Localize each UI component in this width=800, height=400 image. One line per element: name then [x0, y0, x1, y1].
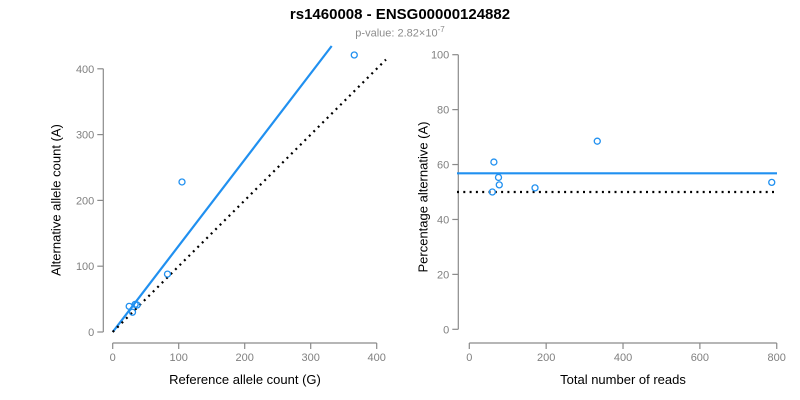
right-y-axis-title: Percentage alternative (A)	[415, 121, 431, 273]
y-tick-label: 300	[76, 130, 94, 142]
y-tick-label: 60	[437, 160, 449, 172]
y-tick-label: 0	[88, 327, 94, 339]
data-point	[350, 51, 358, 59]
x-tick-label: 200	[537, 352, 555, 364]
y-tick-label: 40	[437, 214, 449, 226]
data-point	[178, 178, 186, 186]
left-y-axis-title: Alternative allele count (A)	[48, 124, 64, 276]
data-point	[494, 173, 503, 182]
x-tick-label: 100	[170, 352, 188, 364]
right-x-axis-title: Total number of reads	[560, 372, 686, 387]
x-tick-label: 300	[302, 352, 320, 364]
pvalue-text: p-value: 2.82×10	[355, 27, 438, 40]
x-tick-label: 800	[768, 352, 786, 364]
data-point	[531, 184, 539, 192]
data-point	[128, 308, 137, 316]
x-tick-label: 0	[110, 352, 116, 364]
data-point	[490, 158, 498, 166]
data-point	[593, 137, 601, 145]
y-tick-label: 20	[437, 269, 449, 281]
data-point	[768, 178, 776, 187]
data-point	[495, 181, 503, 189]
y-tick-label: 200	[76, 195, 94, 207]
y-tick-label: 100	[431, 50, 449, 62]
x-tick-label: 400	[368, 352, 386, 364]
data-point	[133, 301, 141, 309]
y-tick-label: 400	[76, 64, 94, 76]
figure-title: rs1460008 - ENSG00000124882	[289, 6, 511, 23]
y-tick-label: 100	[76, 261, 94, 273]
identity-line	[111, 58, 387, 333]
data-point	[163, 270, 172, 278]
fit-line	[111, 45, 333, 333]
x-tick-label: 400	[614, 352, 632, 364]
x-tick-label: 0	[466, 352, 472, 364]
pvalue-exponent: -7	[437, 25, 445, 34]
left-x-axis-title: Reference allele count (G)	[169, 372, 321, 387]
y-tick-label: 0	[443, 324, 449, 336]
data-point	[488, 188, 497, 196]
y-tick-label: 80	[437, 105, 449, 117]
x-tick-label: 200	[236, 352, 254, 364]
pvalue-subtitle: p-value: 2.82×10-7	[0, 25, 800, 40]
x-tick-label: 600	[691, 352, 709, 364]
